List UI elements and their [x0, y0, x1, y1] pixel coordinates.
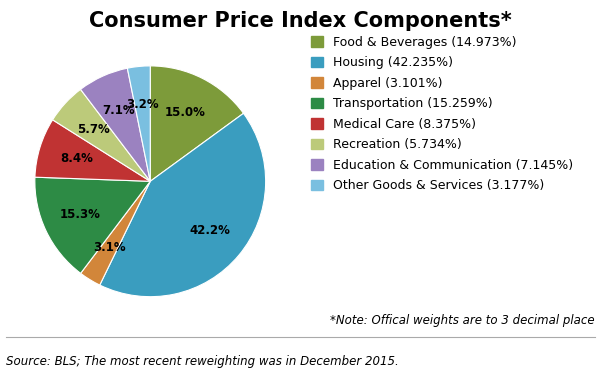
Text: 8.4%: 8.4% [60, 152, 93, 165]
Wedge shape [100, 113, 266, 297]
Text: 3.1%: 3.1% [94, 241, 126, 254]
Wedge shape [127, 66, 150, 181]
Text: 7.1%: 7.1% [102, 104, 135, 117]
Text: 42.2%: 42.2% [189, 225, 230, 238]
Text: Source: BLS; The most recent reweighting was in December 2015.: Source: BLS; The most recent reweighting… [6, 355, 398, 368]
Wedge shape [81, 68, 150, 181]
Wedge shape [81, 181, 150, 285]
Wedge shape [53, 89, 150, 181]
Wedge shape [35, 177, 150, 273]
Wedge shape [35, 120, 150, 181]
Text: 15.0%: 15.0% [165, 106, 206, 119]
Text: 5.7%: 5.7% [77, 122, 109, 135]
Legend: Food & Beverages (14.973%), Housing (42.235%), Apparel (3.101%), Transportation : Food & Beverages (14.973%), Housing (42.… [307, 32, 577, 196]
Text: 3.2%: 3.2% [126, 98, 159, 111]
Wedge shape [150, 66, 243, 181]
Text: Consumer Price Index Components*: Consumer Price Index Components* [89, 11, 512, 31]
Text: 15.3%: 15.3% [60, 208, 101, 221]
Text: *Note: Offical weights are to 3 decimal place: *Note: Offical weights are to 3 decimal … [331, 314, 595, 327]
